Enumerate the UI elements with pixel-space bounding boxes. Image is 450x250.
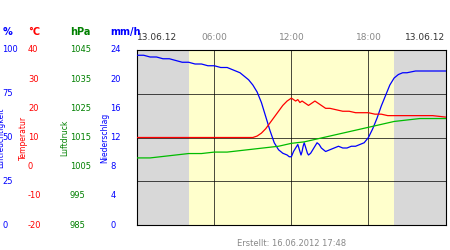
Text: 12:00: 12:00: [279, 34, 304, 42]
Bar: [137, 50, 189, 225]
Text: %: %: [2, 28, 12, 38]
Bar: [189, 50, 394, 225]
Text: 20: 20: [28, 104, 38, 113]
Text: 24: 24: [110, 46, 121, 54]
Text: 0: 0: [28, 162, 33, 171]
Text: 1025: 1025: [70, 104, 91, 113]
Text: 1035: 1035: [70, 75, 91, 84]
Text: 50: 50: [2, 133, 13, 142]
Text: 1015: 1015: [70, 133, 91, 142]
Text: -20: -20: [28, 220, 41, 230]
Text: 13.06.12: 13.06.12: [137, 34, 177, 42]
Text: Luftfeuchtigkeit: Luftfeuchtigkeit: [0, 107, 5, 168]
Text: 8: 8: [110, 162, 116, 171]
Text: 985: 985: [70, 220, 86, 230]
Text: 0: 0: [2, 220, 8, 230]
Text: 100: 100: [2, 46, 18, 54]
Text: 40: 40: [28, 46, 38, 54]
Text: Temperatur: Temperatur: [19, 116, 28, 160]
Text: 16: 16: [110, 104, 121, 113]
Text: 0: 0: [110, 220, 116, 230]
Text: 13.06.12: 13.06.12: [405, 34, 446, 42]
Text: 10: 10: [28, 133, 38, 142]
Text: °C: °C: [28, 28, 40, 38]
Text: 1005: 1005: [70, 162, 91, 171]
Text: Luftdruck: Luftdruck: [60, 119, 69, 156]
Text: 20: 20: [110, 75, 121, 84]
Text: hPa: hPa: [70, 28, 90, 38]
Text: 4: 4: [110, 191, 116, 200]
Text: -10: -10: [28, 191, 41, 200]
Text: Erstellt: 16.06.2012 17:48: Erstellt: 16.06.2012 17:48: [237, 238, 346, 248]
Text: 75: 75: [2, 89, 13, 98]
Text: 25: 25: [2, 177, 13, 186]
Text: mm/h: mm/h: [110, 28, 141, 38]
Text: 12: 12: [110, 133, 121, 142]
Text: 30: 30: [28, 75, 39, 84]
Text: 06:00: 06:00: [202, 34, 227, 42]
Bar: [394, 50, 446, 225]
Text: 18:00: 18:00: [356, 34, 382, 42]
Text: 995: 995: [70, 191, 86, 200]
Text: Niederschlag: Niederschlag: [100, 112, 109, 162]
Text: 1045: 1045: [70, 46, 91, 54]
